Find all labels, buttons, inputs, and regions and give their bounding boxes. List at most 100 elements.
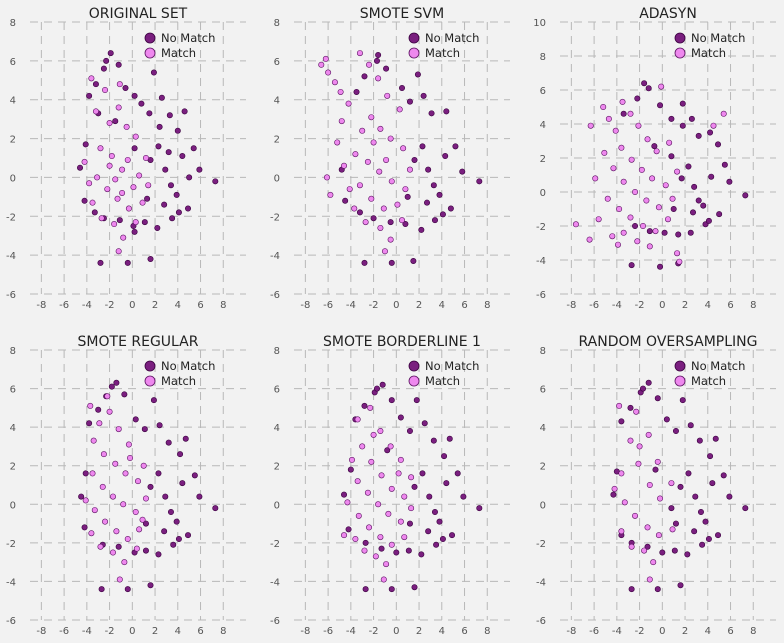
point-match bbox=[720, 110, 727, 117]
point-match bbox=[662, 182, 669, 189]
point-match bbox=[142, 155, 149, 162]
point-no-match bbox=[651, 143, 658, 150]
x-tick-label: -2 bbox=[105, 300, 115, 311]
point-no-match bbox=[142, 520, 149, 527]
point-no-match bbox=[373, 385, 380, 392]
point-no-match bbox=[179, 480, 186, 487]
panel-title: SMOTE SVM bbox=[360, 6, 444, 22]
y-tick-label: 2 bbox=[540, 154, 546, 165]
panel-random-oversampling: -8 -6 -4 -2 0 2 4 6 8 -6 -4 -2 0 2 4 6 8 RANDOM OVERSAMPL… bbox=[536, 334, 776, 637]
point-no-match bbox=[181, 108, 188, 115]
point-match bbox=[611, 485, 618, 492]
y-tick-label: 10 bbox=[533, 18, 546, 29]
point-no-match bbox=[685, 163, 692, 170]
y-tick-label: 0 bbox=[10, 500, 16, 511]
point-match bbox=[614, 241, 621, 248]
x-tick-label: 8 bbox=[750, 300, 756, 311]
y-tick-label: -4 bbox=[536, 256, 546, 267]
x-tick-label: -2 bbox=[635, 626, 645, 637]
point-match bbox=[120, 501, 127, 508]
point-match bbox=[119, 166, 126, 173]
point-no-match bbox=[95, 406, 102, 413]
point-match bbox=[88, 75, 95, 82]
point-no-match bbox=[690, 209, 697, 216]
point-no-match bbox=[425, 528, 432, 535]
legend-marker-no-match bbox=[408, 32, 420, 44]
point-no-match bbox=[370, 215, 377, 222]
x-tick-label: 2 bbox=[682, 300, 688, 311]
point-match bbox=[87, 402, 94, 409]
y-tick-label: -6 bbox=[536, 290, 546, 301]
point-no-match bbox=[708, 173, 715, 180]
point-no-match bbox=[175, 209, 182, 216]
point-no-match bbox=[165, 439, 172, 446]
x-tick-label: -2 bbox=[369, 300, 379, 311]
point-match bbox=[90, 437, 97, 444]
y-tick-label: -6 bbox=[536, 616, 546, 627]
point-no-match bbox=[675, 231, 682, 238]
y-tick-label: 2 bbox=[540, 462, 546, 473]
point-no-match bbox=[654, 395, 661, 402]
point-match bbox=[359, 443, 366, 450]
point-no-match bbox=[411, 483, 418, 490]
legend-marker-no-match bbox=[674, 360, 686, 372]
point-match bbox=[377, 534, 384, 541]
point-no-match bbox=[141, 426, 148, 433]
point-no-match bbox=[378, 545, 385, 552]
x-tick-label: -8 bbox=[36, 626, 46, 637]
legend-marker-no-match bbox=[674, 32, 686, 44]
x-tick-label: -2 bbox=[635, 300, 645, 311]
point-match bbox=[628, 543, 635, 550]
x-tick-label: 4 bbox=[175, 626, 181, 637]
point-match bbox=[381, 248, 388, 255]
point-match bbox=[109, 549, 116, 556]
point-no-match bbox=[142, 547, 149, 554]
x-tick-label: -8 bbox=[36, 300, 46, 311]
x-tick-label: 2 bbox=[682, 626, 688, 637]
point-no-match bbox=[196, 166, 203, 173]
point-no-match bbox=[387, 219, 394, 226]
legend-label-match: Match bbox=[691, 374, 726, 388]
point-match bbox=[364, 489, 371, 496]
point-no-match bbox=[443, 108, 450, 115]
y-tick-label: -2 bbox=[270, 212, 280, 223]
point-no-match bbox=[678, 175, 685, 182]
point-no-match bbox=[661, 229, 668, 236]
point-no-match bbox=[122, 85, 129, 92]
point-match bbox=[380, 205, 387, 212]
legend-label-no-match: No Match bbox=[161, 359, 215, 373]
legend-label-no-match: No Match bbox=[425, 31, 479, 45]
y-tick-label: 8 bbox=[10, 346, 16, 357]
y-tick-label: -6 bbox=[6, 616, 16, 627]
y-tick-label: 0 bbox=[274, 500, 280, 511]
point-no-match bbox=[383, 65, 390, 72]
point-no-match bbox=[685, 470, 692, 477]
point-match bbox=[370, 139, 377, 146]
point-match bbox=[99, 483, 106, 490]
point-no-match bbox=[345, 526, 352, 533]
x-tick-label: 2 bbox=[152, 300, 158, 311]
point-match bbox=[618, 528, 625, 535]
point-no-match bbox=[671, 547, 678, 554]
point-no-match bbox=[476, 505, 483, 512]
point-no-match bbox=[212, 178, 219, 185]
point-match bbox=[142, 495, 149, 502]
point-match bbox=[653, 148, 660, 155]
point-no-match bbox=[428, 110, 435, 117]
x-tick-label: -8 bbox=[300, 626, 310, 637]
point-no-match bbox=[709, 480, 716, 487]
point-no-match bbox=[185, 532, 192, 539]
point-no-match bbox=[433, 541, 440, 548]
panel-smote-borderline-1: -8 -6 -4 -2 0 2 4 6 8 -6 -4 -2 0 2 4 6 8 SMOTE BORDERLINE… bbox=[270, 334, 510, 637]
point-no-match bbox=[697, 508, 704, 515]
point-match bbox=[649, 175, 656, 182]
point-no-match bbox=[108, 383, 115, 390]
point-match bbox=[638, 166, 645, 173]
y-tick-label: 2 bbox=[274, 135, 280, 146]
point-no-match bbox=[147, 256, 154, 263]
point-match bbox=[136, 526, 143, 533]
point-match bbox=[325, 69, 332, 76]
point-match bbox=[331, 79, 338, 86]
point-no-match bbox=[150, 69, 157, 76]
point-match bbox=[620, 229, 627, 236]
